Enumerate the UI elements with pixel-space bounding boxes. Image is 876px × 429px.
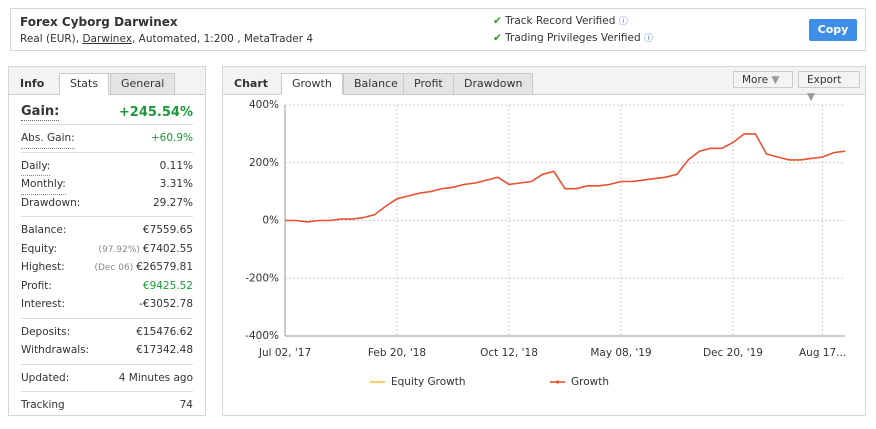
value: (Dec 06) €26579.81 <box>94 258 193 278</box>
value: €17342.48 <box>136 341 193 360</box>
stats-list: Gain: +245.54% Abs. Gain: +60.9% Daily: 0.1… <box>21 102 193 419</box>
label: Daily: <box>21 157 51 176</box>
value-text: 3.31% <box>159 178 193 190</box>
note: (Dec 06) <box>94 263 134 273</box>
subtitle-suffix: , Automated, 1:200 , MetaTrader 4 <box>131 33 314 45</box>
value: +60.9% <box>151 129 193 148</box>
value-text: 74 <box>179 399 193 411</box>
value-text: €15476.62 <box>136 325 193 338</box>
title: Forex Cyborg Darwinex <box>20 15 178 29</box>
label: Monthly: <box>21 175 66 195</box>
stats-row: Balance: €7559.65 <box>21 221 193 240</box>
value: +245.54% <box>118 105 193 120</box>
stats-group: Abs. Gain: +60.9% <box>21 124 193 152</box>
value: €7559.65 <box>143 221 193 240</box>
verification-text: Trading Privileges Verified <box>505 32 641 44</box>
stats-row: Profit: €9425.52 <box>21 277 193 296</box>
value-text: 29.27% <box>152 196 193 209</box>
panel-title: Chart <box>234 77 269 90</box>
button-text: Export <box>807 74 842 86</box>
value: €9425.52 <box>143 277 193 296</box>
header: Forex Cyborg Darwinex Real (EUR), Darwin… <box>10 8 866 51</box>
value: 0.11% <box>160 157 193 176</box>
label: Abs. Gain: <box>21 129 75 149</box>
label: Highest: <box>21 261 65 273</box>
stats-row: Deposits: €15476.62 <box>21 323 193 342</box>
stats-row: Daily: 0.11% <box>21 157 193 176</box>
stats-row: Abs. Gain: +60.9% <box>21 129 193 149</box>
copy-button[interactable]: Copy <box>809 19 857 41</box>
label: Deposits: <box>21 325 71 338</box>
label: Equity: <box>21 242 57 255</box>
label: Balance: <box>21 224 67 236</box>
panel-title: Info <box>20 77 45 90</box>
more-button[interactable]: More ▼ <box>733 71 793 88</box>
value-text: 0.11% <box>159 159 193 172</box>
label: Updated: <box>21 371 70 384</box>
stats-row: Drawdown: 29.27% <box>21 194 193 213</box>
label: Profit: <box>21 279 52 292</box>
tab[interactable]: General <box>110 73 176 95</box>
subtitle: Real (EUR), Darwinex, Automated, 1:200 ,… <box>20 33 313 45</box>
value: 29.27% <box>153 194 193 213</box>
stats-row: Withdrawals: €17342.48 <box>21 341 193 360</box>
stats-row: Tracking 74 <box>21 396 193 415</box>
verification: ✔ Track Record Verified ⓘ <box>493 15 628 27</box>
verification-text: Track Record Verified <box>505 15 616 27</box>
stats-panel: Info Stats General Gain: +245.54% Abs. G… <box>8 66 206 416</box>
note: (97.92%) <box>98 244 140 255</box>
value-text: €9425.52 <box>142 279 193 292</box>
verification: ✔ Trading Privileges Verified ⓘ <box>493 32 654 44</box>
stats-group: Daily: 0.11% Monthly: 3.31% Drawdown: 29.27% <box>21 151 193 217</box>
export-button[interactable]: Export ▼ <box>798 71 860 103</box>
label: Withdrawals: <box>21 344 90 356</box>
value-text: €7402.55 <box>142 242 193 255</box>
subtitle-prefix: Real (EUR), <box>20 33 80 45</box>
gain-row: Gain: +245.54% <box>21 102 193 124</box>
value-text: +60.9% <box>150 132 193 144</box>
tab[interactable]: Drawdown <box>453 73 534 95</box>
value-text: -€3052.78 <box>139 298 193 310</box>
value: €15476.62 <box>136 323 193 342</box>
label: Drawdown: <box>21 196 81 209</box>
tab[interactable]: Growth <box>281 73 343 95</box>
stats-group: Balance: €7559.65 Equity: (97.92%) €7402.55 H… <box>21 216 193 318</box>
value-text: 4 Minutes ago <box>118 371 193 384</box>
label: Gain: <box>21 104 60 121</box>
label: Tracking <box>21 399 65 411</box>
stats-row: Interest: -€3052.78 <box>21 295 193 314</box>
stats-row: Updated: 4 Minutes ago <box>21 369 193 388</box>
stats-group: Updated: 4 Minutes ago <box>21 363 193 392</box>
tab[interactable]: Profit <box>403 73 454 95</box>
tab[interactable]: Balance <box>343 73 409 95</box>
stats-group: Tracking 74 <box>21 391 193 419</box>
stats-row: Highest: (Dec 06) €26579.81 <box>21 258 193 277</box>
chart-panel: Chart Growth Balance Profit Drawdown More ▼… <box>222 66 866 416</box>
value-text: €7559.65 <box>142 224 193 236</box>
value: 3.31% <box>160 175 193 194</box>
value: -€3052.78 <box>139 295 193 314</box>
value: (97.92%) €7402.55 <box>99 240 193 260</box>
value-text: €26579.81 <box>136 261 193 273</box>
button-text: More <box>742 74 769 86</box>
stats-group: Deposits: €15476.62 Withdrawals: €17342.48 <box>21 317 193 364</box>
label: Interest: <box>21 298 65 310</box>
broker-link[interactable]: Darwinex <box>82 33 132 45</box>
value: 4 Minutes ago <box>119 369 193 388</box>
value-text: €17342.48 <box>136 344 193 356</box>
stats-row: Equity: (97.92%) €7402.55 <box>21 240 193 259</box>
value: 74 <box>180 396 193 415</box>
tab[interactable]: Stats <box>59 73 110 95</box>
stats-row: Monthly: 3.31% <box>21 175 193 195</box>
